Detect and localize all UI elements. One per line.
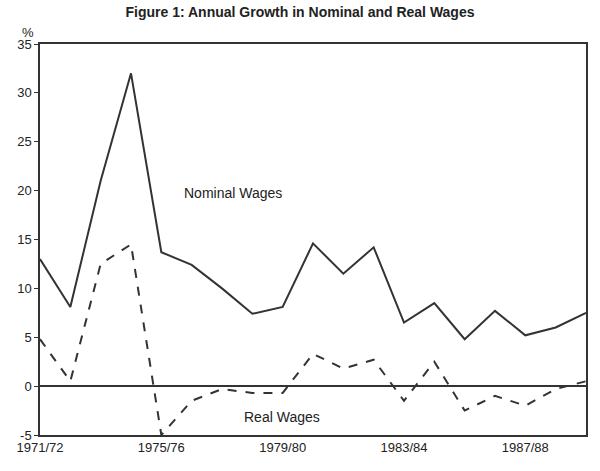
svg-text:5: 5 xyxy=(24,330,31,345)
svg-text:Figure 1: Annual Growth in Nom: Figure 1: Annual Growth in Nominal and R… xyxy=(126,4,475,20)
svg-text:1975/76: 1975/76 xyxy=(138,440,185,455)
svg-text:30: 30 xyxy=(17,85,31,100)
svg-text:0: 0 xyxy=(24,379,31,394)
svg-text:25: 25 xyxy=(17,134,31,149)
svg-text:Real Wages: Real Wages xyxy=(244,409,320,425)
svg-text:10: 10 xyxy=(17,281,31,296)
svg-text:1971/72: 1971/72 xyxy=(17,440,64,455)
svg-text:-5: -5 xyxy=(20,428,32,443)
svg-text:1979/80: 1979/80 xyxy=(259,440,306,455)
svg-text:35: 35 xyxy=(17,37,31,52)
svg-text:1983/84: 1983/84 xyxy=(381,440,428,455)
svg-text:1987/88: 1987/88 xyxy=(502,440,549,455)
svg-text:%: % xyxy=(22,25,34,40)
svg-text:Nominal Wages: Nominal Wages xyxy=(184,185,282,201)
svg-text:15: 15 xyxy=(17,232,31,247)
svg-text:20: 20 xyxy=(17,183,31,198)
